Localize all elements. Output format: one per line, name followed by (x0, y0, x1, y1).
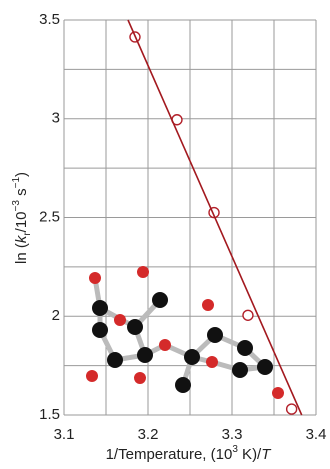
y-label-part: s (13, 188, 30, 200)
y-label-part: /10 (13, 211, 30, 232)
y-tick-label: 3.5 (39, 11, 60, 28)
y-tick-label: 3 (52, 110, 60, 127)
y-label-part: ) (13, 172, 30, 177)
y-tick-label: 1.5 (39, 406, 60, 423)
oxygen-atoms (86, 266, 284, 399)
fit-line (127, 19, 303, 416)
y-label-part: ln ( (13, 243, 30, 264)
x-tick-label: 3.4 (306, 426, 327, 443)
y-label-part: r (22, 232, 33, 236)
y-label-part: k (13, 234, 30, 243)
y-axis-label: ln (kr/10−3 s−1) (11, 172, 33, 264)
x-label-part: K)/ (238, 446, 262, 463)
y-tick-label: 2 (52, 307, 60, 324)
molecule-illustration (86, 266, 284, 399)
x-label-part: 3 (232, 444, 238, 455)
x-label-part: 1/Temperature, (10 (106, 446, 233, 463)
x-tick-label: 3.1 (54, 426, 75, 443)
y-tick-label: 2.5 (39, 208, 60, 225)
data-point (285, 403, 298, 415)
x-tick-label: 3.3 (222, 426, 243, 443)
y-label-part: −1 (11, 177, 22, 189)
data-point (242, 309, 254, 321)
carbon-atoms (92, 292, 273, 393)
x-axis-label: 1/Temperature, (103 K)/T (106, 444, 273, 463)
x-tick-label: 3.2 (138, 426, 159, 443)
y-label-part: −3 (11, 200, 22, 212)
x-label-part: T (261, 446, 272, 463)
